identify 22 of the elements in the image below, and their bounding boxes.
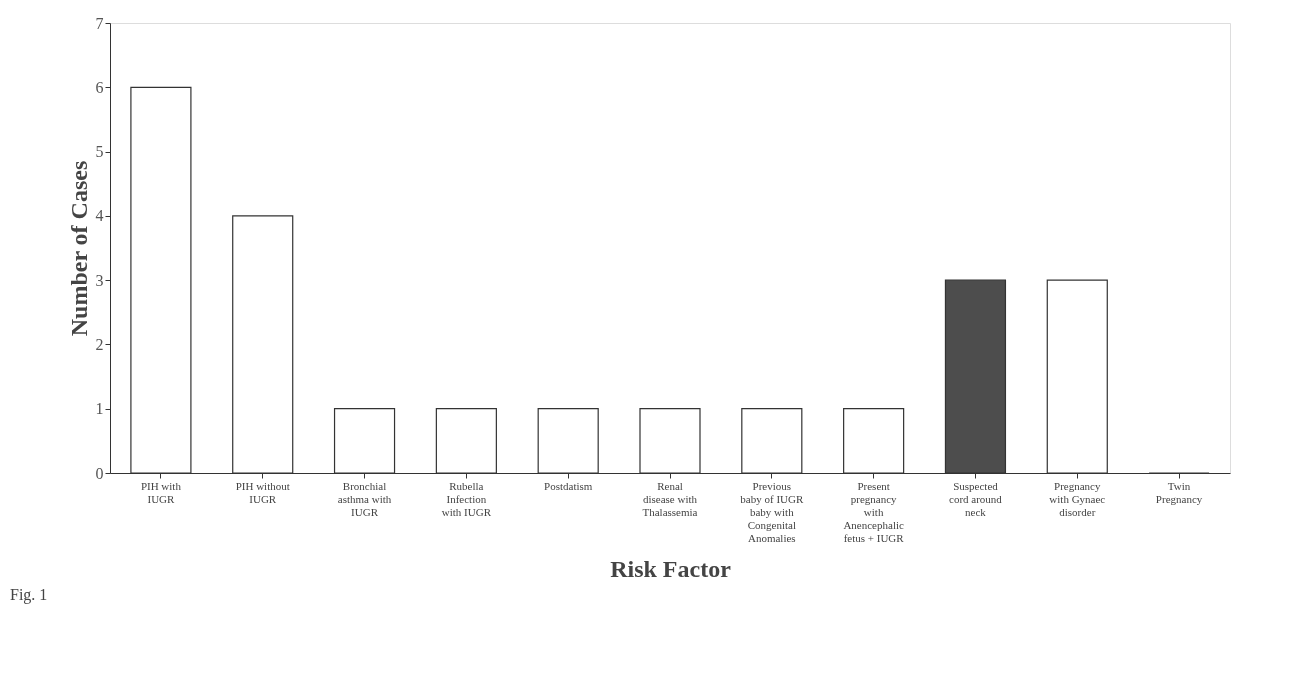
x-tick-label: PIH with IUGR [140, 479, 182, 505]
x-tick-label: Previous baby of IUGR baby with Congenital Anomalies [740, 479, 804, 544]
y-tick-label: 4 [95, 207, 104, 225]
caption: Fig. 1 [10, 586, 48, 604]
x-tick-label: Renal disease with Thalassemia [642, 479, 698, 518]
y-tick-label: 6 [95, 78, 104, 96]
y-tick-label: 2 [95, 335, 104, 353]
y-tick-label: 0 [95, 464, 104, 482]
x-axis-title: Risk Factor [610, 555, 732, 582]
x-tick-label: PIH without IUGR [235, 479, 290, 505]
y-tick-label: 7 [95, 14, 104, 32]
x-tick-label: Pregnancy with Gynaec disorder [1049, 479, 1106, 518]
x-tick-label: Bronchial asthma with IUGR [337, 479, 392, 518]
y-axis-title: Number of Cases [65, 160, 92, 337]
x-tick-label: Rubella Infection with IUGR [441, 479, 492, 518]
y-tick-label: 1 [95, 400, 104, 418]
x-tick-label: Postdatism [544, 479, 593, 492]
x-tick-label: Suspected cord around neck [949, 479, 1003, 518]
x-tick-label: Twin Pregnancy [1155, 479, 1203, 505]
y-tick-label: 3 [95, 271, 104, 289]
x-tick-label: Present pregnancy with Anencephalic fetus + IUGR [843, 479, 905, 544]
y-tick-label: 5 [95, 143, 104, 161]
